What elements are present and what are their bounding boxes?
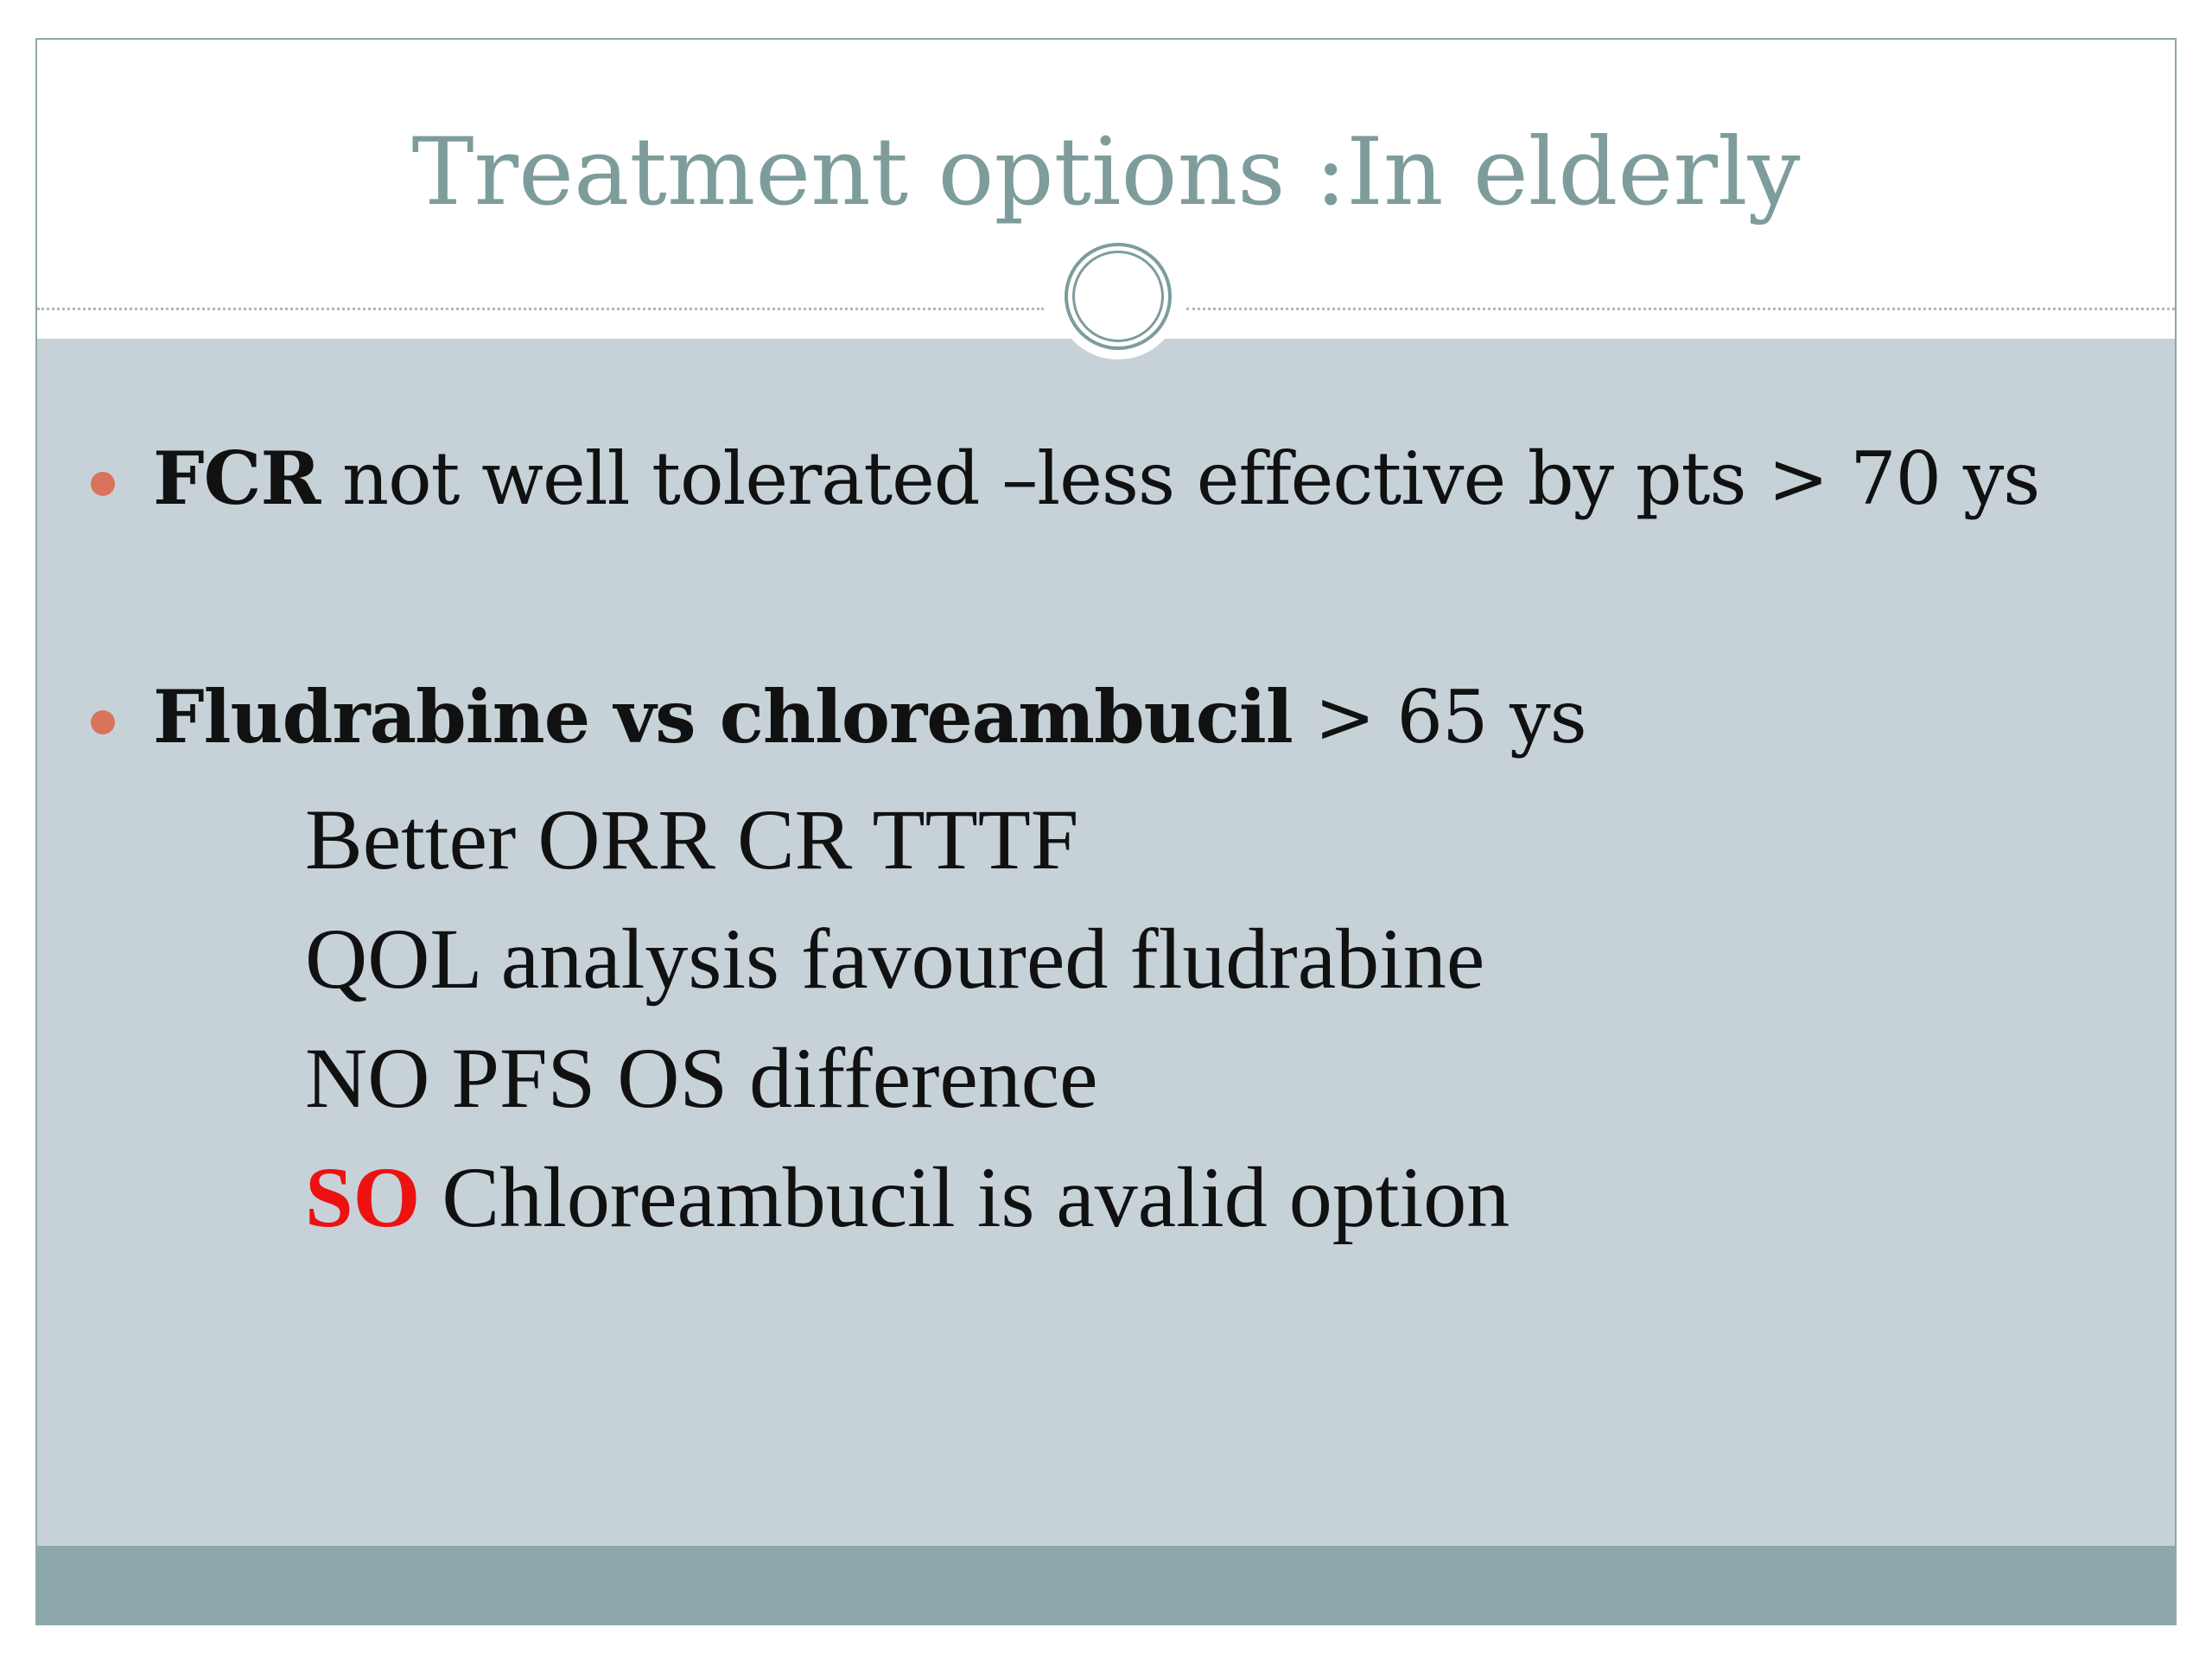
slide: Treatment options :In elderly FCR not we…	[35, 38, 2177, 1625]
bullet-rest-text: > 65 ys	[1292, 675, 1586, 760]
bullet-text: FCR not well tolerated –less effective b…	[153, 442, 2040, 516]
bullet-bold-text: FCR	[153, 435, 321, 521]
bullet-dot-icon	[91, 472, 115, 496]
bullet-rest-text: not well tolerated –less effective by pt…	[320, 436, 2040, 521]
ornament-inner-ring-icon	[1072, 251, 1164, 342]
title-divider-right	[1186, 308, 2175, 310]
conclusion-line: SO Chloreambucil is avalid option	[305, 1154, 1510, 1241]
bullet-dot-icon	[91, 710, 115, 734]
title-divider-left	[37, 308, 1044, 310]
sub-point: NO PFS OS difference	[305, 1030, 1098, 1126]
conclusion-text: Chloreambucil is avalid option	[420, 1149, 1510, 1245]
conclusion-highlight: SO	[305, 1149, 421, 1245]
sub-point: QOL analysis favoured fludrabine	[305, 911, 1485, 1007]
sub-point: Better ORR CR TTTF	[305, 791, 1079, 887]
slide-title: Treatment options :In elderly	[411, 118, 1801, 226]
footer-band	[37, 1546, 2175, 1624]
content-area: FCR not well tolerated –less effective b…	[37, 339, 2175, 1549]
bullet-bold-text: Fludrabine vs chloreambucil	[153, 674, 1294, 760]
bullet-text: Fludrabine vs chloreambucil > 65 ys	[153, 681, 1587, 754]
